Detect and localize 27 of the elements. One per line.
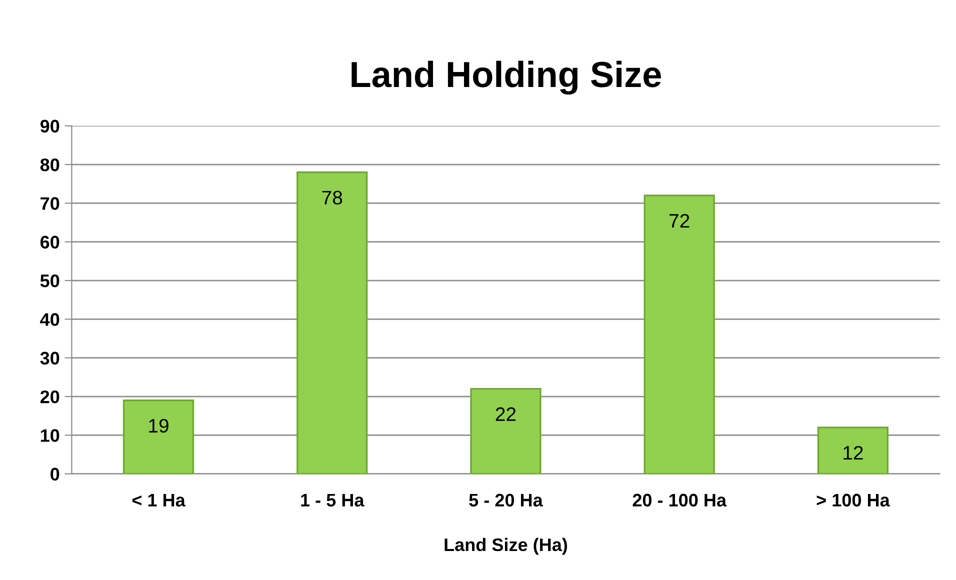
y-tick-label: 50 <box>40 274 60 288</box>
x-tick-label: 20 - 100 Ha <box>632 494 727 507</box>
bar <box>296 171 368 474</box>
x-tick-label: 1 - 5 Ha <box>301 494 364 507</box>
y-tick-label: 0 <box>50 468 60 481</box>
chart-title: Land Holding Size <box>352 60 661 95</box>
y-tick-label: 40 <box>40 313 60 326</box>
bar <box>817 426 888 474</box>
data-label: 72 <box>670 214 690 228</box>
data-label: 22 <box>496 407 516 421</box>
y-tick-label: 60 <box>40 236 60 249</box>
x-tick-label: > 100 Ha <box>816 494 890 507</box>
data-label: 78 <box>322 190 342 205</box>
x-tick-label: 5 - 20 Ha <box>469 494 543 507</box>
y-tick-label: 70 <box>40 197 60 210</box>
y-tick-label: 90 <box>40 120 60 133</box>
y-tick-label: 20 <box>40 390 60 404</box>
bar <box>470 388 542 474</box>
x-tick-label: < 1 Ha <box>132 494 186 507</box>
data-label: 19 <box>149 418 168 433</box>
y-tick-label: 80 <box>40 158 60 172</box>
x-axis-title: Land Size (Ha) <box>444 538 568 555</box>
data-label: 12 <box>844 446 863 460</box>
bar <box>122 400 194 474</box>
y-tick-label: 10 <box>40 429 60 442</box>
bar <box>644 194 715 474</box>
y-tick-label: 30 <box>40 352 60 365</box>
